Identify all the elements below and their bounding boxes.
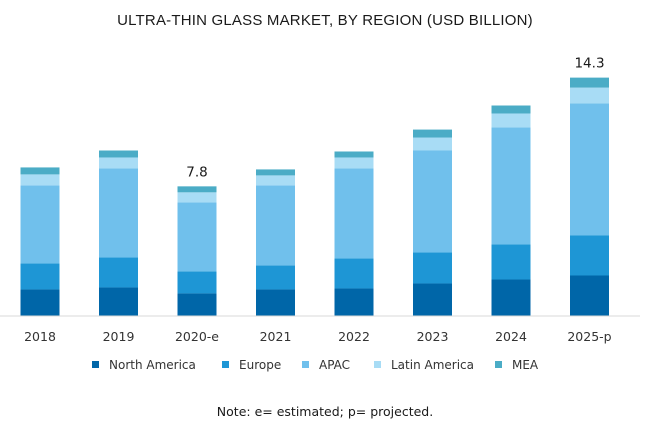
legend-item-north-america: North America [92, 358, 196, 372]
bar-stack-2021 [256, 169, 295, 316]
bars-group [20, 77, 609, 316]
bar-mea-2018 [20, 167, 60, 175]
bar-latin-america-2019 [99, 157, 138, 169]
bar-apac-2022 [334, 168, 374, 259]
x-tick-label-2020-e: 2020-e [175, 329, 219, 344]
x-tick-label-2018: 2018 [24, 329, 56, 344]
chart-note: Note: e= estimated; p= projected. [217, 404, 433, 419]
bar-stack-2024 [491, 105, 531, 316]
bar-europe-2023 [413, 252, 452, 284]
legend-label-latin-america: Latin America [391, 358, 474, 372]
legend-swatch-mea [495, 361, 502, 368]
bar-latin-america-2022 [334, 157, 374, 169]
bar-apac-2018 [20, 185, 60, 264]
bar-europe-2022 [334, 258, 374, 289]
bar-north-america-2022 [334, 288, 374, 316]
data-label-2020-e: 7.8 [186, 164, 207, 180]
x-tick-label-2019: 2019 [103, 329, 135, 344]
bar-apac-2020-e [177, 202, 217, 272]
bar-latin-america-2021 [256, 175, 295, 186]
bar-mea-2019 [99, 150, 138, 158]
legend-swatch-apac [302, 361, 309, 368]
bar-europe-2024 [491, 244, 531, 280]
legend-item-latin-america: Latin America [374, 358, 474, 372]
data-labels: 7.8 14.3 [186, 56, 604, 181]
bar-europe-2019 [99, 257, 138, 288]
x-tick-label-2023: 2023 [417, 329, 449, 344]
x-tick-label-2024: 2024 [495, 329, 527, 344]
x-tick-label-2021: 2021 [260, 329, 292, 344]
legend-label-europe: Europe [239, 358, 281, 372]
bar-north-america-2019 [99, 287, 138, 316]
legend-item-mea: MEA [495, 358, 539, 372]
legend: North America Europe APAC Latin America MEA [92, 358, 539, 372]
bar-mea-2021 [256, 169, 295, 176]
bar-latin-america-2023 [413, 137, 452, 151]
bar-europe-2021 [256, 265, 295, 290]
legend-label-north-america: North America [109, 358, 196, 372]
bar-mea-2020-e [177, 186, 217, 193]
bar-latin-america-2018 [20, 174, 60, 186]
bar-stack-2022 [334, 151, 374, 316]
bar-latin-america-2020-e [177, 192, 217, 203]
bar-apac-2024 [491, 127, 531, 245]
bar-apac-2019 [99, 168, 138, 258]
bar-stack-2020-e [177, 186, 217, 316]
bar-apac-2025-p [570, 103, 609, 236]
legend-label-apac: APAC [319, 358, 350, 372]
bar-mea-2024 [491, 105, 531, 114]
bar-europe-2018 [20, 263, 60, 290]
bar-north-america-2018 [20, 289, 60, 316]
bar-north-america-2024 [491, 279, 531, 316]
bar-north-america-2021 [256, 289, 295, 316]
data-label-2025-p: 14.3 [574, 56, 604, 72]
bar-mea-2025-p [570, 77, 609, 88]
legend-swatch-europe [222, 361, 229, 368]
chart-title: ULTRA-THIN GLASS MARKET, BY REGION (USD … [117, 12, 533, 29]
bar-north-america-2020-e [177, 293, 217, 316]
legend-swatch-north-america [92, 361, 99, 368]
bar-europe-2025-p [570, 235, 609, 276]
bar-apac-2021 [256, 185, 295, 266]
bar-mea-2022 [334, 151, 374, 158]
bar-europe-2020-e [177, 271, 217, 294]
legend-label-mea: MEA [512, 358, 539, 372]
bar-stack-2025-p [570, 77, 609, 316]
legend-item-apac: APAC [302, 358, 350, 372]
bar-stack-2018 [20, 167, 60, 316]
bar-latin-america-2025-p [570, 87, 609, 104]
x-tick-label-2025-p: 2025-p [567, 329, 611, 344]
bar-stack-2019 [99, 150, 138, 316]
bar-north-america-2023 [413, 283, 452, 316]
x-axis-ticks: 2018 2019 2020-e 2021 2022 2023 2024 2025-p [24, 329, 612, 344]
bar-mea-2023 [413, 129, 452, 138]
bar-apac-2023 [413, 150, 452, 253]
x-tick-label-2022: 2022 [338, 329, 370, 344]
bar-latin-america-2024 [491, 113, 531, 128]
legend-swatch-latin-america [374, 361, 381, 368]
bar-stack-2023 [413, 129, 452, 316]
legend-item-europe: Europe [222, 358, 281, 372]
bar-north-america-2025-p [570, 275, 609, 316]
